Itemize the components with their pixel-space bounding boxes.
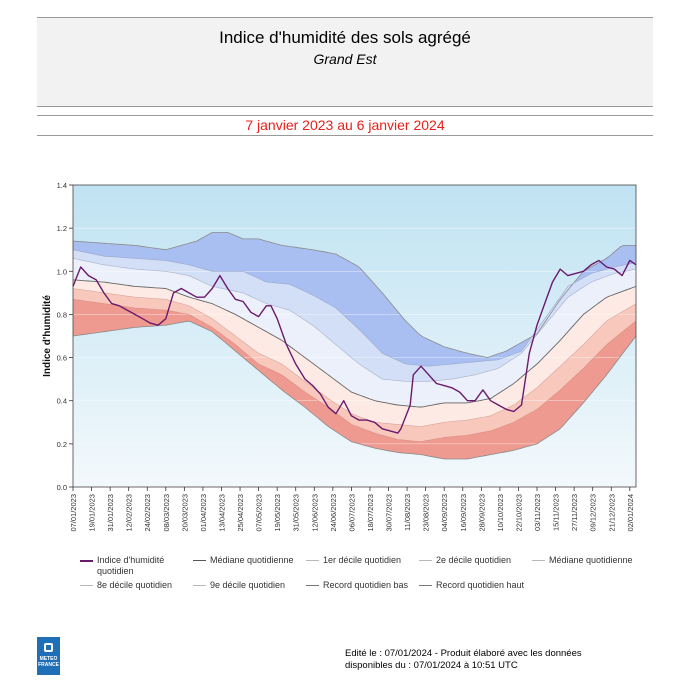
region-subtitle: Grand Est xyxy=(313,51,377,67)
x-tick-label: 07/05/2023 xyxy=(255,494,264,532)
band-d1-record-low xyxy=(73,299,636,459)
x-tick-label: 12/06/2023 xyxy=(310,494,319,532)
y-tick-label: 1.2 xyxy=(57,224,67,233)
y-tick-label: 1.0 xyxy=(57,267,67,276)
legend-swatch xyxy=(80,585,93,586)
meteo-france-logo: METEO FRANCE xyxy=(37,637,60,675)
x-tick-label: 20/03/2023 xyxy=(180,494,189,532)
legend-swatch xyxy=(80,560,93,562)
x-tick-label: 22/10/2023 xyxy=(514,494,523,532)
x-tick-label: 10/10/2023 xyxy=(496,494,505,532)
x-tick-label: 07/01/2023 xyxy=(69,494,78,532)
x-tick-label: 04/09/2023 xyxy=(440,494,449,532)
legend-label: Médiane quotidienne xyxy=(549,555,633,565)
band-record-high-d9 xyxy=(73,232,636,367)
series-humidity-index xyxy=(72,259,637,434)
page-title: Indice d'humidité des sols agrégé xyxy=(219,28,471,47)
x-tick-label: 11/08/2023 xyxy=(403,494,412,531)
legend-item: Médiane quotidienne xyxy=(193,555,301,566)
x-tick-label: 02/01/2024 xyxy=(626,494,635,532)
legend-item: Indice d'humidité quotidien xyxy=(80,555,188,577)
legend-swatch xyxy=(419,585,432,586)
plot-frame xyxy=(72,184,637,488)
legend-item: Record quotidien haut xyxy=(419,580,527,591)
x-tick-label: 31/05/2023 xyxy=(292,494,301,532)
legend-item: 2e décile quotidien xyxy=(419,555,527,566)
footer-note: Edité le : 07/01/2024 - Produit élaboré … xyxy=(345,648,645,672)
x-tick-label: 13/04/2023 xyxy=(217,494,226,532)
x-tick-label: 09/12/2023 xyxy=(589,494,598,532)
legend-swatch xyxy=(419,560,432,561)
x-tick-label: 24/02/2023 xyxy=(143,494,152,532)
y-axis-label: Indice d'humidité xyxy=(42,295,53,377)
band-d2-d1 xyxy=(73,288,636,442)
x-tick-label: 30/07/2023 xyxy=(385,494,394,532)
y-tick-label: 0.8 xyxy=(57,310,67,319)
period-panel: 7 janvier 2023 au 6 janvier 2024 xyxy=(37,115,653,136)
series-decile-9 xyxy=(72,249,637,367)
y-tick-label: 0.0 xyxy=(57,483,67,492)
legend-item: 9e décile quotidien xyxy=(193,580,301,591)
header-panel: Indice d'humidité des sols agrégé Grand … xyxy=(37,17,653,107)
legend-item: 8e décile quotidien xyxy=(80,580,188,591)
x-tick-label: 23/08/2023 xyxy=(422,494,431,532)
x-tick-label: 31/01/2023 xyxy=(106,494,115,532)
x-tick-label: 19/01/2023 xyxy=(88,494,97,532)
x-tick-label: 08/03/2023 xyxy=(162,494,171,532)
y-tick-label: 0.6 xyxy=(57,354,67,363)
legend-swatch xyxy=(306,560,319,561)
x-tick-label: 01/04/2023 xyxy=(199,494,208,532)
band-median-d2 xyxy=(73,279,636,427)
x-tick-label: 25/04/2023 xyxy=(236,494,245,532)
humidity-chart: 0.0 0.2 0.4 0.6 0.8 1.0 1.2 1.4 07/01/2023 19/01/… xyxy=(42,181,637,532)
series-decile-8 xyxy=(72,258,637,382)
x-tick-label: 18/07/2023 xyxy=(366,494,375,532)
y-tick-label: 1.4 xyxy=(57,181,67,190)
x-tick-label: 15/11/2023 xyxy=(552,494,561,531)
x-tick-label: 24/06/2023 xyxy=(329,494,338,532)
legend-swatch xyxy=(193,585,206,586)
legend-item: Médiane quotidienne xyxy=(532,555,640,566)
legend-swatch xyxy=(193,560,206,561)
series-record-high xyxy=(72,232,636,359)
legend-label: Médiane quotidienne xyxy=(210,555,294,565)
x-tick-label: 03/11/2023 xyxy=(533,494,542,531)
legend-item: 1er décile quotidien xyxy=(306,555,414,566)
y-tick-label: 0.4 xyxy=(57,397,67,406)
band-d8-median xyxy=(73,258,636,407)
legend-label: 1er décile quotidien xyxy=(323,555,402,565)
legend-item: Record quotidien bas xyxy=(306,580,414,591)
series-decile-2 xyxy=(72,288,637,427)
footer-line-1: Edité le : 07/01/2024 - Produit élaboré … xyxy=(345,648,582,659)
x-tick-label: 21/12/2023 xyxy=(607,494,616,532)
x-tick-label: 12/02/2023 xyxy=(125,494,134,532)
legend-swatch xyxy=(306,585,319,586)
legend-label: 9e décile quotidien xyxy=(210,580,286,590)
legend-label: 2e décile quotidien xyxy=(436,555,512,565)
y-tick-label: 0.2 xyxy=(57,440,67,449)
period-label: 7 janvier 2023 au 6 janvier 2024 xyxy=(245,117,445,133)
legend-label: Record quotidien haut xyxy=(436,580,525,590)
legend-swatch xyxy=(532,560,545,561)
legend-label: Indice d'humidité quotidien xyxy=(97,555,165,576)
series-median xyxy=(72,279,637,408)
x-tick-label: 28/09/2023 xyxy=(477,494,486,532)
series-decile-1 xyxy=(72,299,637,442)
legend-label: Record quotidien bas xyxy=(323,580,409,590)
x-tick-label: 16/09/2023 xyxy=(459,494,468,532)
x-tick-label: 06/07/2023 xyxy=(347,494,356,532)
band-d9-d8 xyxy=(73,249,636,382)
x-tick-label: 27/11/2023 xyxy=(570,494,579,531)
series-record-low xyxy=(72,320,637,460)
legend-label: 8e décile quotidien xyxy=(97,580,173,590)
footer-line-2: disponibles du : 07/01/2024 à 10:51 UTC xyxy=(345,660,518,671)
x-tick-label: 19/05/2023 xyxy=(273,494,282,532)
